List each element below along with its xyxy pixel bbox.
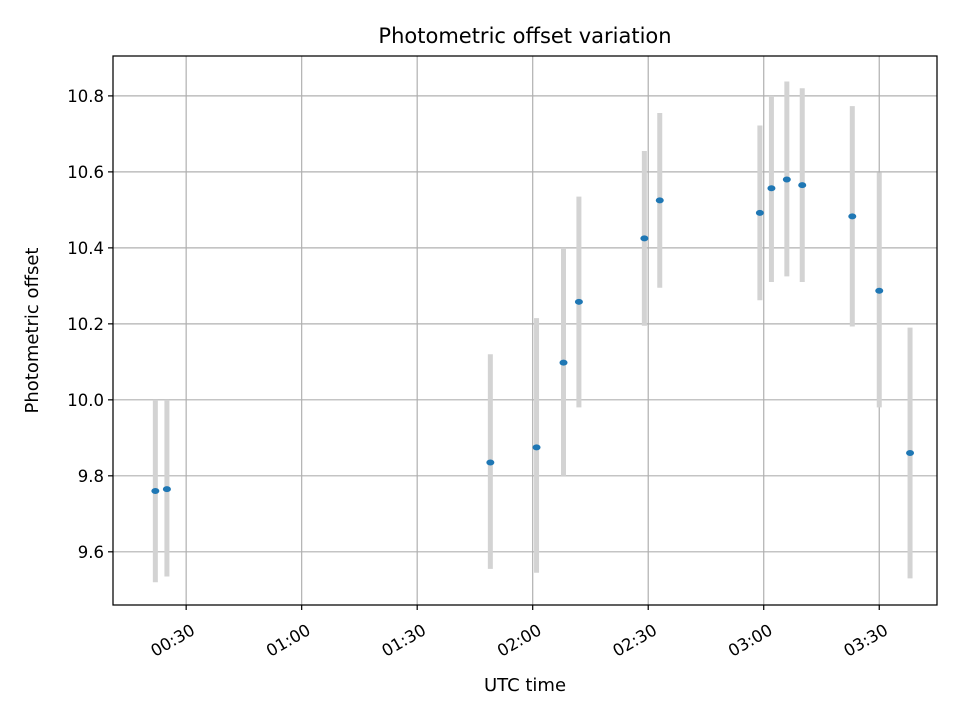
y-tick-label: 10.0 <box>67 391 104 410</box>
data-point <box>532 444 541 451</box>
chart-title: Photometric offset variation <box>378 24 671 48</box>
y-axis-ticks: 9.6 9.8 10.0 10.2 10.4 10.6 10.8 <box>67 87 113 562</box>
plot-area-frame <box>112 55 938 606</box>
data-point <box>486 459 495 466</box>
data-point <box>574 298 583 305</box>
data-points <box>151 176 915 495</box>
y-tick-label: 10.8 <box>67 87 104 106</box>
data-point <box>655 197 664 204</box>
data-point <box>875 287 884 294</box>
data-point <box>798 182 807 189</box>
y-tick-label: 10.2 <box>67 315 104 334</box>
data-point <box>767 185 776 192</box>
data-point <box>559 359 568 366</box>
data-point <box>151 488 160 495</box>
data-point <box>640 235 649 242</box>
y-tick-label: 9.6 <box>78 543 104 562</box>
data-point <box>755 209 764 216</box>
y-tick-label: 10.6 <box>67 163 104 182</box>
data-point <box>782 176 791 183</box>
data-point <box>906 450 915 457</box>
x-axis-label: UTC time <box>484 675 566 696</box>
y-tick-label: 10.4 <box>67 239 104 258</box>
data-point <box>162 486 171 493</box>
data-point <box>848 213 857 220</box>
y-axis-label: Photometric offset <box>22 248 43 414</box>
y-tick-label: 9.8 <box>78 467 104 486</box>
